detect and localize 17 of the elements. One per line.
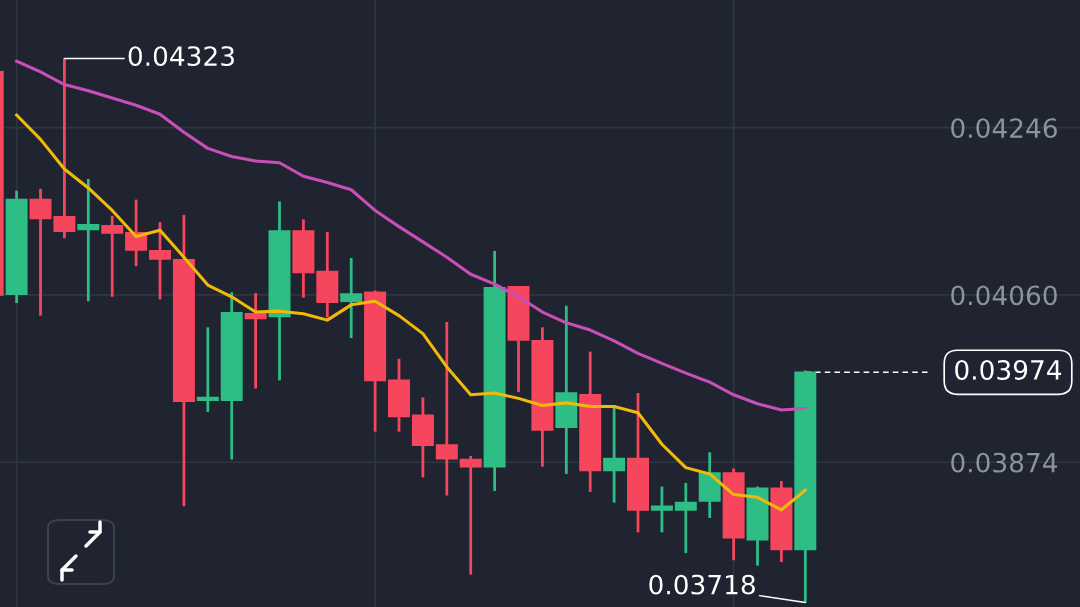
candlestick [244, 291, 267, 390]
candlestick [101, 214, 124, 299]
candlestick [459, 454, 482, 577]
y-tick-label: 0.04246 [951, 118, 1057, 139]
annotation: 0.03718 [649, 574, 755, 595]
y-tick-label: 0.04060 [951, 285, 1057, 306]
candlestick [149, 220, 172, 301]
line-series [15, 113, 807, 512]
ref-line-label: 0.03974 [955, 359, 1062, 380]
candlestick [196, 325, 219, 414]
candlestick [340, 256, 363, 340]
annotation: 0.04323 [128, 46, 234, 67]
candlestick [77, 177, 100, 303]
candlestick [435, 320, 458, 497]
candlestick [674, 481, 697, 555]
y-tick-label: 0.03874 [951, 452, 1058, 473]
candlestick [650, 485, 673, 534]
